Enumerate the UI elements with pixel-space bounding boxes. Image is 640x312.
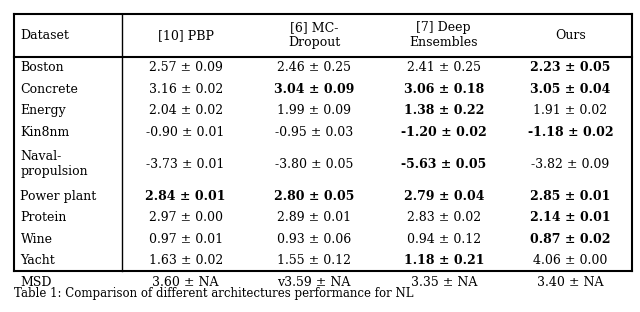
Text: 1.55 ± 0.12: 1.55 ± 0.12	[277, 254, 351, 267]
Text: 1.99 ± 0.09: 1.99 ± 0.09	[277, 104, 351, 117]
Text: 1.91 ± 0.02: 1.91 ± 0.02	[533, 104, 607, 117]
Text: 0.94 ± 0.12: 0.94 ± 0.12	[406, 233, 481, 246]
Text: 2.79 ± 0.04: 2.79 ± 0.04	[403, 190, 484, 203]
Text: -3.82 ± 0.09: -3.82 ± 0.09	[531, 158, 610, 171]
Text: [6] MC-
Dropout: [6] MC- Dropout	[288, 22, 340, 50]
Text: Kin8nm: Kin8nm	[20, 125, 70, 139]
Text: Power plant: Power plant	[20, 190, 97, 203]
Text: Protein: Protein	[20, 211, 67, 224]
Text: Concrete: Concrete	[20, 83, 78, 95]
Text: 2.84 ± 0.01: 2.84 ± 0.01	[145, 190, 226, 203]
Text: 2.97 ± 0.00: 2.97 ± 0.00	[148, 211, 223, 224]
Text: MSD: MSD	[20, 276, 52, 289]
Text: -1.18 ± 0.02: -1.18 ± 0.02	[528, 125, 613, 139]
Text: Dataset: Dataset	[20, 29, 69, 42]
Text: 0.97 ± 0.01: 0.97 ± 0.01	[148, 233, 223, 246]
Text: -3.73 ± 0.01: -3.73 ± 0.01	[147, 158, 225, 171]
Text: Table 1: Comparison of different architectures performance for NL: Table 1: Comparison of different archite…	[14, 287, 413, 300]
Text: Naval-
propulsion: Naval- propulsion	[20, 150, 88, 178]
Text: 2.46 ± 0.25: 2.46 ± 0.25	[277, 61, 351, 74]
Text: Wine: Wine	[20, 233, 52, 246]
Text: 1.63 ± 0.02: 1.63 ± 0.02	[148, 254, 223, 267]
Text: -3.80 ± 0.05: -3.80 ± 0.05	[275, 158, 353, 171]
Text: -1.20 ± 0.02: -1.20 ± 0.02	[401, 125, 486, 139]
Text: 3.05 ± 0.04: 3.05 ± 0.04	[531, 83, 611, 95]
Text: 2.14 ± 0.01: 2.14 ± 0.01	[530, 211, 611, 224]
Text: 1.38 ± 0.22: 1.38 ± 0.22	[404, 104, 484, 117]
Text: Boston: Boston	[20, 61, 64, 74]
Text: 4.06 ± 0.00: 4.06 ± 0.00	[533, 254, 608, 267]
Text: -5.63 ± 0.05: -5.63 ± 0.05	[401, 158, 486, 171]
Text: 2.83 ± 0.02: 2.83 ± 0.02	[406, 211, 481, 224]
Text: 3.60 ± NA: 3.60 ± NA	[152, 276, 219, 289]
Text: v3.59 ± NA: v3.59 ± NA	[277, 276, 351, 289]
Text: 1.18 ± 0.21: 1.18 ± 0.21	[403, 254, 484, 267]
Text: Yacht: Yacht	[20, 254, 55, 267]
Text: 2.57 ± 0.09: 2.57 ± 0.09	[148, 61, 223, 74]
Text: 3.04 ± 0.09: 3.04 ± 0.09	[274, 83, 354, 95]
Text: 3.06 ± 0.18: 3.06 ± 0.18	[404, 83, 484, 95]
Text: 3.40 ± NA: 3.40 ± NA	[537, 276, 604, 289]
Text: -0.90 ± 0.01: -0.90 ± 0.01	[147, 125, 225, 139]
Text: 2.04 ± 0.02: 2.04 ± 0.02	[148, 104, 223, 117]
Text: 3.35 ± NA: 3.35 ± NA	[411, 276, 477, 289]
Text: -0.95 ± 0.03: -0.95 ± 0.03	[275, 125, 353, 139]
Text: Energy: Energy	[20, 104, 66, 117]
Text: 2.89 ± 0.01: 2.89 ± 0.01	[277, 211, 351, 224]
Text: 2.80 ± 0.05: 2.80 ± 0.05	[274, 190, 354, 203]
Text: 2.85 ± 0.01: 2.85 ± 0.01	[531, 190, 611, 203]
Text: 2.23 ± 0.05: 2.23 ± 0.05	[531, 61, 611, 74]
Text: 2.41 ± 0.25: 2.41 ± 0.25	[407, 61, 481, 74]
Text: Ours: Ours	[555, 29, 586, 42]
Text: [7] Deep
Ensembles: [7] Deep Ensembles	[410, 22, 478, 50]
Text: [10] PBP: [10] PBP	[157, 29, 214, 42]
Text: 3.16 ± 0.02: 3.16 ± 0.02	[148, 83, 223, 95]
Text: 0.87 ± 0.02: 0.87 ± 0.02	[531, 233, 611, 246]
Text: 0.93 ± 0.06: 0.93 ± 0.06	[277, 233, 351, 246]
